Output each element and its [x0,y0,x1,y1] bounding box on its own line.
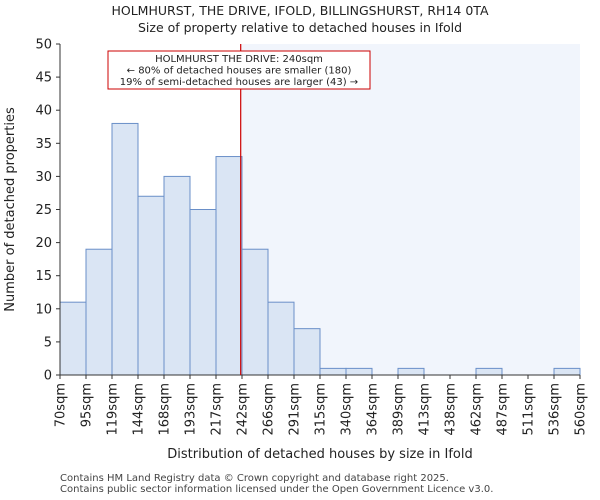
y-tick-label: 40 [35,104,52,119]
x-tick-label: 389sqm [392,383,407,436]
x-tick-label: 340sqm [340,383,355,436]
x-tick-label: 536sqm [548,383,563,436]
x-tick-label: 315sqm [314,383,329,436]
annotation-line-1: HOLMHURST THE DRIVE: 240sqm [155,54,323,65]
larger-properties-region [240,44,580,375]
histogram-bar [111,122,139,376]
x-axis-title: Distribution of detached houses by size … [167,447,472,462]
y-tick-label: 10 [35,302,52,317]
histogram-bar [345,367,373,376]
histogram-bar [293,328,321,376]
x-tick-label: 438sqm [444,383,459,436]
histogram-bar [241,248,269,376]
x-tick-label: 70sqm [54,383,69,427]
x-tick-label: 413sqm [418,383,433,436]
x-tick-label: 242sqm [236,383,251,436]
histogram-bar [85,248,113,376]
footer-line-1: Contains HM Land Registry data © Crown c… [60,473,449,484]
x-tick-label: 291sqm [288,383,303,436]
histogram-bar [319,367,347,376]
histogram-bar [267,301,295,376]
chart-title-block: HOLMHURST, THE DRIVE, IFOLD, BILLINGSHUR… [0,2,600,36]
attribution-footer: Contains HM Land Registry data © Crown c… [60,473,493,495]
histogram-bar [553,367,581,376]
y-tick-label: 15 [35,269,52,284]
y-tick-label: 0 [44,369,52,384]
y-tick-label: 35 [35,137,52,152]
y-tick-label: 5 [44,335,52,350]
histogram-bar [397,367,425,376]
y-tick-label: 20 [35,236,52,251]
x-tick-label: 119sqm [106,383,121,436]
y-tick-label: 25 [35,203,52,218]
x-tick-label: 168sqm [158,383,173,436]
y-axis-title: Number of detached properties [3,107,18,312]
histogram-bar [475,367,503,376]
annotation-box [107,50,371,90]
x-tick-label: 364sqm [366,383,381,436]
chart-subtitle: Size of property relative to detached ho… [137,20,463,35]
footer-line-2: Contains public sector information licen… [60,484,494,495]
x-tick-label: 144sqm [132,383,147,436]
x-tick-label: 193sqm [184,383,199,436]
x-tick-label: 487sqm [496,383,511,436]
y-tick-label: 45 [35,71,52,86]
x-tick-label: 266sqm [262,383,277,436]
x-tick-label: 560sqm [574,383,589,436]
x-tick-label: 95sqm [80,383,95,427]
histogram-bar [189,209,217,376]
histogram-bar [163,175,191,376]
histogram-bar [137,195,165,376]
x-tick-label: 217sqm [210,383,225,436]
annotation-line-3: 19% of semi-detached houses are larger (… [120,77,358,88]
chart-title: HOLMHURST, THE DRIVE, IFOLD, BILLINGSHUR… [111,3,489,18]
histogram-bar [59,301,87,376]
x-tick-label: 462sqm [470,383,485,436]
x-tick-label: 511sqm [522,383,537,436]
y-tick-label: 30 [35,170,52,185]
y-tick-label: 50 [35,38,52,53]
histogram-bar [215,156,243,376]
annotation-line-2: ← 80% of detached houses are smaller (18… [127,66,352,77]
